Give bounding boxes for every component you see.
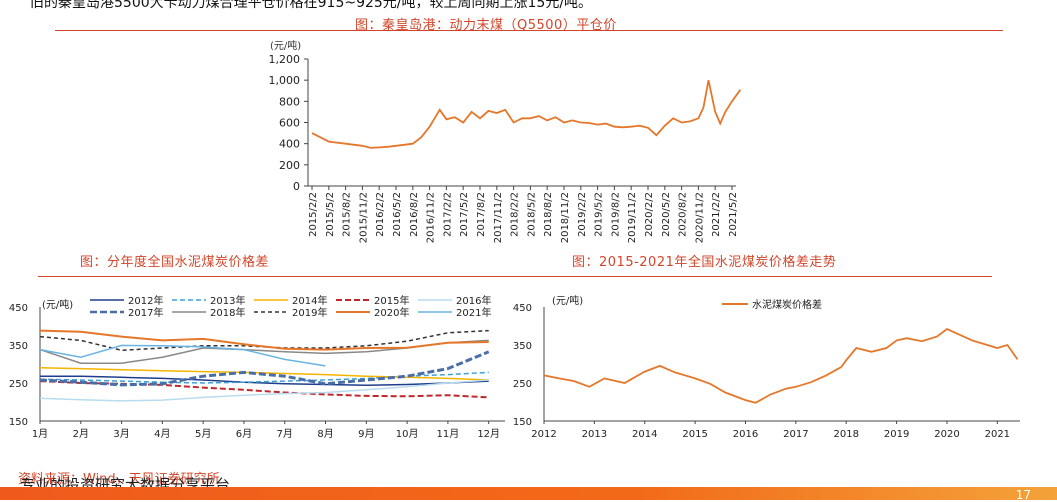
chart-spread-trend: (元/吨) 150 250 350 450 2012 2013 2014 2015 2016 201…: [513, 294, 1020, 440]
x-tick-label: 2020/8/2: [678, 192, 689, 237]
x-tick-label: 2017/11/2: [493, 192, 504, 243]
legend-label: 2021年: [456, 306, 491, 319]
x-tick-label: 2019/11/2: [627, 192, 638, 243]
x-tick-label: 2021: [985, 429, 1010, 440]
x-tick-label: 2017/8/2: [476, 192, 487, 237]
x-tick-label: 3月: [113, 428, 129, 440]
figure23-rule: [38, 276, 992, 277]
x-tick-label: 2016: [733, 429, 758, 440]
x-tick-label: 2015: [682, 429, 707, 440]
y-tick-label: 450: [513, 303, 532, 314]
x-tick-label: 2020/2/2: [644, 192, 655, 237]
y-tick-label: 800: [279, 95, 300, 108]
header-text: 旧的秦皇岛港5500大卡动力煤合理平仓价格在915~925元/吨，较上周同期上涨…: [30, 0, 593, 11]
x-tick-label: 2017: [783, 429, 808, 440]
legend-label: 2019年: [292, 306, 327, 319]
series-line: [39, 350, 490, 387]
x-tick-label: 10月: [396, 428, 419, 440]
x-tick-label: 2015/11/2: [358, 192, 369, 243]
x-tick-label: 2019/8/2: [610, 192, 621, 237]
y-tick-label: 450: [9, 303, 28, 314]
y-tick-label: 400: [279, 138, 300, 151]
series-line: [40, 375, 489, 387]
x-tick-label: 2018: [833, 429, 858, 440]
y-tick-label: 150: [9, 417, 28, 428]
legend-label: 2020年: [374, 306, 409, 319]
x-tick-label: 2016/5/2: [392, 192, 403, 237]
x-tick-label: 2015/5/2: [325, 192, 336, 237]
y-tick-label: 0: [293, 180, 300, 193]
legend-label: 2015年: [374, 294, 409, 307]
y-tick-label: 250: [513, 379, 532, 390]
x-tick-label: 2017/5/2: [459, 192, 470, 237]
y-tick-label: 350: [513, 341, 532, 352]
y-tick-label: 150: [513, 417, 532, 428]
y-tick-label: 600: [279, 117, 300, 130]
y-axis-label: (元/吨): [270, 39, 301, 52]
footer-bar: [0, 487, 1057, 500]
x-tick-label: 2020: [934, 429, 959, 440]
series-line: [39, 329, 489, 351]
source-note: 资料来源：Wind，天风证券研究所: [18, 472, 220, 487]
x-tick-label: 2021/5/2: [728, 192, 739, 237]
legend-label: 2017年: [128, 306, 163, 319]
x-tick-label: 2018/5/2: [526, 192, 537, 237]
series-line: [39, 344, 326, 367]
chart-yearly-spread: (元/吨) 150 250 350 450 1月 2月 3月 4月 5月 6月 7月 8月 9月 10月 11…: [9, 294, 505, 440]
x-tick-label: 2015/2/2: [308, 192, 319, 237]
x-tick-label: 2014: [632, 429, 657, 440]
x-tick-label: 9月: [358, 428, 374, 440]
y-tick-label: 1,200: [269, 53, 301, 66]
x-tick-label: 2019: [884, 429, 909, 440]
series-line-spread: [543, 327, 1019, 404]
x-tick-label: 2018/2/2: [510, 192, 521, 237]
legend-label: 2014年: [292, 294, 327, 307]
x-tick-label: 2016/2/2: [375, 192, 386, 237]
chart-coal-price: (元/吨) 0 200 400 600 800 1,000 1,200 2015/2/2 2015…: [269, 39, 742, 243]
series-line: [39, 339, 489, 364]
x-tick-label: 7月: [277, 428, 293, 440]
series-line: [39, 379, 489, 402]
x-tick-label: 2016/11/2: [426, 192, 437, 243]
y-axis-label: (元/吨): [42, 298, 73, 311]
x-tick-label: 12月: [477, 428, 500, 440]
x-tick-label: 2012: [531, 429, 556, 440]
y-tick-label: 1,000: [269, 74, 301, 87]
x-tick-label: 2017/2/2: [442, 192, 453, 237]
x-tick-label: 2021/2/2: [711, 192, 722, 237]
x-tick-label: 2018/8/2: [543, 192, 554, 237]
x-tick-label: 2019/2/2: [577, 192, 588, 237]
x-tick-label: 11月: [437, 428, 460, 440]
x-tick-label: 5月: [195, 428, 211, 440]
x-tick-label: 6月: [236, 428, 252, 440]
figure3-title: 图：2015-2021年全国水泥煤炭价格差走势: [572, 255, 837, 270]
legend-label: 2018年: [210, 306, 245, 319]
x-tick-label: 1月: [32, 428, 48, 440]
y-axis-label: (元/吨): [552, 294, 583, 307]
x-tick-label: 2015/8/2: [342, 192, 353, 237]
y-tick-label: 250: [9, 379, 28, 390]
x-tick-label: 2月: [73, 428, 89, 440]
legend-label: 2013年: [210, 294, 245, 307]
y-tick-label: 350: [9, 341, 28, 352]
x-tick-label: 4月: [154, 428, 170, 440]
y-tick-label: 200: [279, 159, 300, 172]
series-line-coal-price: [311, 80, 742, 149]
x-tick-label: 2016/8/2: [409, 192, 420, 237]
x-tick-label: 2013: [582, 429, 607, 440]
x-tick-label: 8月: [317, 428, 333, 440]
x-tick-label: 2018/11/2: [560, 192, 571, 243]
x-tick-label: 2020/5/2: [661, 192, 672, 237]
legend-label: 2016年: [456, 294, 491, 307]
x-tick-label: 2019/5/2: [594, 192, 605, 237]
figure1-rule: [55, 30, 1003, 31]
legend-label: 水泥煤炭价格差: [752, 298, 822, 311]
page-number: 17: [1015, 488, 1031, 502]
figure1-title: 图：秦皇岛港：动力末煤（Q5500）平仓价: [355, 18, 617, 33]
series-line: [39, 371, 489, 384]
x-tick-label: 2020/11/2: [694, 192, 705, 243]
legend-label: 2012年: [128, 294, 163, 307]
figure2-title: 图：分年度全国水泥煤炭价格差: [80, 255, 270, 270]
